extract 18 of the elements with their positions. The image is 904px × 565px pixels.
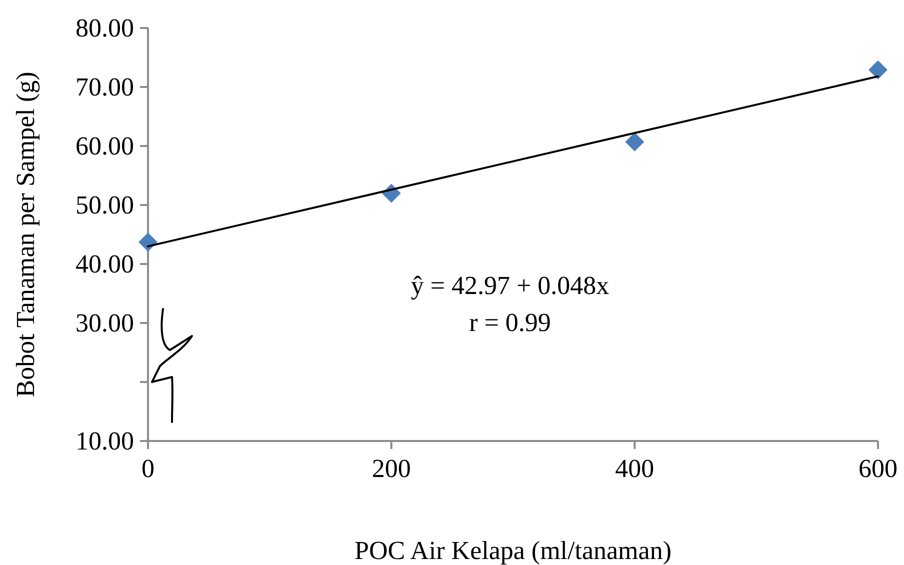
point (868, 60, 888, 80)
y-tick-label: 60.00 (76, 132, 134, 160)
x-tick-label: 400 (615, 454, 654, 483)
point (625, 132, 644, 152)
y-tick-label: 70.00 (76, 72, 134, 102)
x-tick-label: 600 (858, 454, 898, 483)
y-tick-label: 50.00 (76, 190, 134, 220)
x-tick-label: 0 (142, 454, 154, 483)
x-axis-title: POC Air Kelapa (ml/tanaman) (354, 536, 672, 565)
y-tick-label: 10.00 (76, 426, 134, 456)
annotation: ŷ = 42.97 + 0.048x (410, 271, 610, 300)
annotation: r = 0.99 (469, 308, 551, 337)
point (138, 232, 158, 252)
y-tick-label: 80.00 (76, 14, 134, 42)
y-tick-label: 30.00 (76, 308, 134, 338)
y-axis-title: Bobot Tanaman per Sampel (g) (11, 72, 40, 398)
x-tick-label: 200 (372, 454, 411, 483)
y-tick-label: 40.00 (76, 250, 134, 278)
